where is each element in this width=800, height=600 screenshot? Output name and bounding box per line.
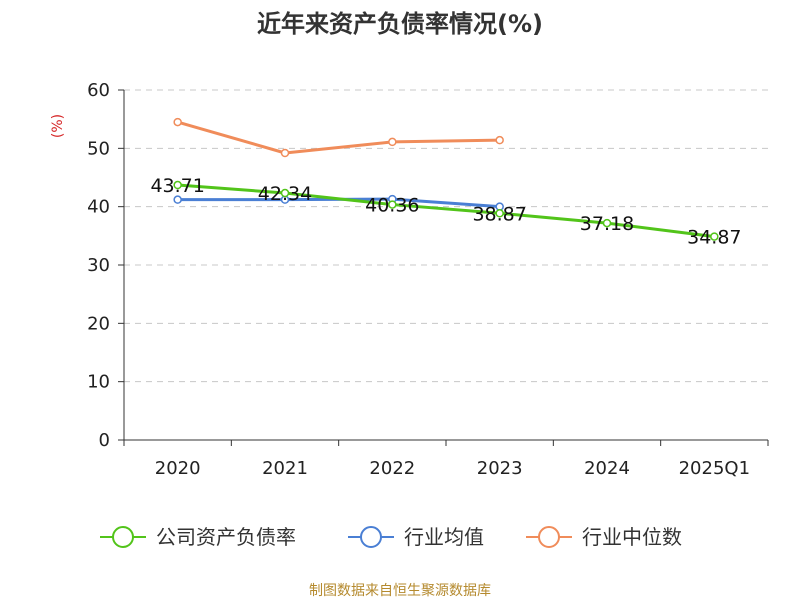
legend-marker-2 bbox=[538, 526, 560, 548]
data-point-2 bbox=[173, 117, 182, 127]
legend-label-2: 行业中位数 bbox=[582, 525, 682, 549]
x-tick-label: 2025Q1 bbox=[679, 458, 750, 479]
data-point-2 bbox=[280, 148, 290, 158]
data-point-0 bbox=[280, 188, 290, 198]
grid-layer bbox=[124, 89, 768, 383]
source-note: 制图数据来自恒生聚源数据库 bbox=[309, 583, 491, 599]
y-tick-label: 20 bbox=[87, 313, 110, 334]
legend-label-1: 行业均值 bbox=[404, 525, 484, 549]
series-layer bbox=[173, 117, 719, 241]
data-label: 38.87 bbox=[472, 203, 526, 225]
y-tick-label: 60 bbox=[87, 80, 110, 101]
data-point-2 bbox=[388, 137, 397, 147]
data-point-2 bbox=[495, 135, 504, 145]
data-label: 42.34 bbox=[258, 183, 312, 205]
legend: 公司资产负债率 行业均值 行业中位数 bbox=[100, 525, 682, 549]
x-tick-label: 2021 bbox=[262, 458, 308, 479]
series-line-2 bbox=[177, 120, 500, 155]
legend-marker-1 bbox=[360, 526, 382, 548]
data-label: 43.71 bbox=[150, 175, 204, 197]
data-label: 40.36 bbox=[365, 195, 419, 217]
y-tick-label: 40 bbox=[87, 197, 110, 218]
y-tick-label: 30 bbox=[87, 255, 110, 276]
data-point-0 bbox=[173, 180, 182, 190]
x-tick-label: 2024 bbox=[584, 458, 630, 479]
data-point-0 bbox=[710, 232, 719, 241]
data-point-0 bbox=[495, 209, 504, 218]
legend-label-0: 公司资产负债率 bbox=[156, 525, 296, 549]
series-line-0 bbox=[177, 183, 715, 239]
data-point-0 bbox=[388, 200, 397, 209]
x-tick-label: 2022 bbox=[369, 458, 415, 479]
y-tick-label: 10 bbox=[87, 372, 110, 393]
chart-title: 近年来资产负债率情况(%) bbox=[257, 10, 543, 38]
x-tick-label: 2020 bbox=[155, 458, 201, 479]
y-tick-label: 0 bbox=[99, 430, 110, 451]
axis-layer: 0 10 20 30 40 50 60 2020 2021 2022 2023 2024 2025Q1 (… bbox=[50, 80, 769, 479]
data-label: 37.18 bbox=[580, 213, 634, 235]
data-point-1 bbox=[173, 195, 182, 204]
data-label-layer: 43.71 42.34 40.36 38.87 37.18 34.87 bbox=[150, 175, 741, 249]
data-label: 34.87 bbox=[687, 227, 741, 249]
legend-marker-0 bbox=[112, 526, 134, 548]
data-point-0 bbox=[602, 218, 612, 228]
y-axis-unit: (%) bbox=[50, 114, 66, 138]
y-tick-label: 50 bbox=[87, 138, 110, 159]
x-tick-label: 2023 bbox=[477, 458, 523, 479]
